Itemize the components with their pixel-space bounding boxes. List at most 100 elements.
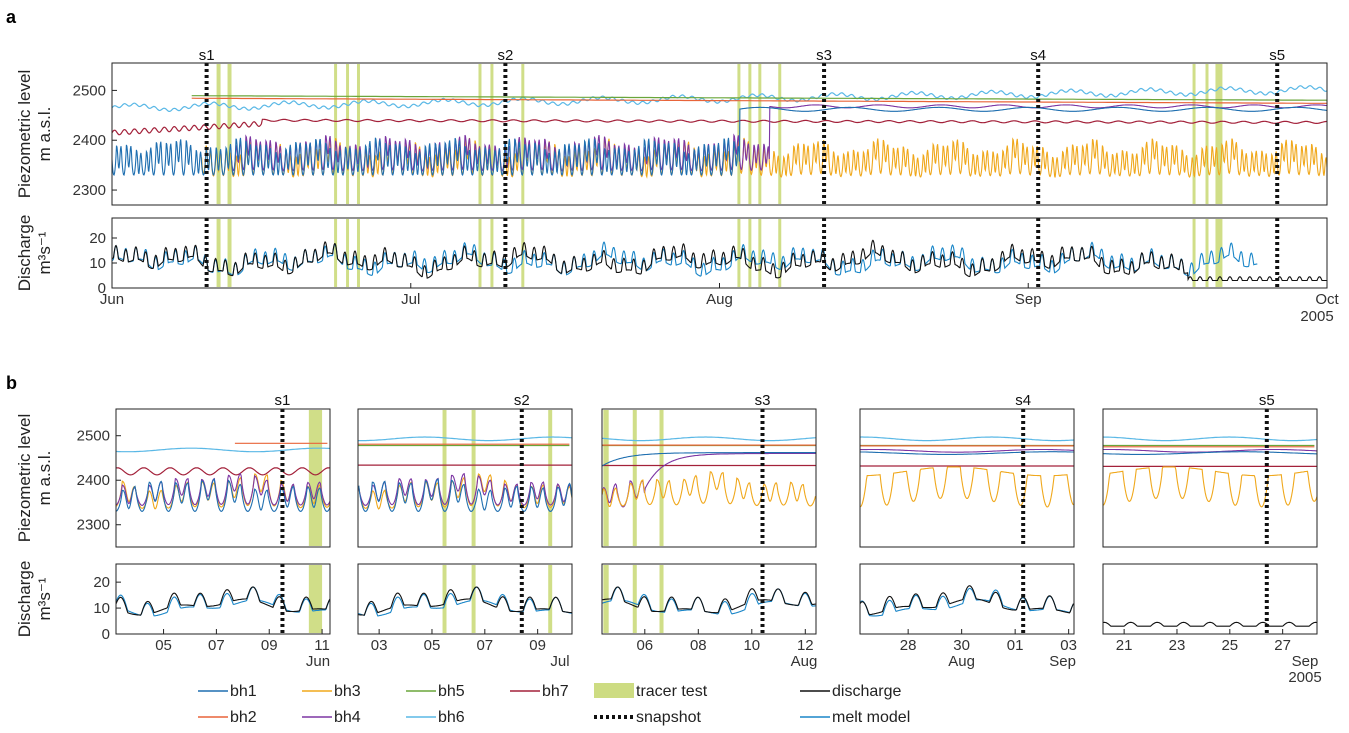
series-bh3: [602, 471, 816, 508]
a-piezo-tracer-band: [346, 64, 350, 204]
series-bh4: [358, 472, 572, 506]
a-snapshot-label: s1: [199, 47, 215, 64]
legend-item-bh1: bh1: [198, 683, 257, 700]
series-melt-model: [358, 586, 572, 617]
a-xtick-label: Sep: [1015, 291, 1042, 308]
a-piezo-tracer-band: [227, 64, 232, 204]
a-piezo-ylabel-line2: m a.s.l.: [35, 107, 54, 162]
a-piezo-tracer-band: [758, 64, 762, 204]
a-piezo-tracer-band: [478, 64, 482, 204]
a-discharge-tracer-band: [356, 219, 360, 287]
b3-discharge-tracer-band: [659, 565, 664, 633]
b2-piezo-series: [358, 436, 572, 513]
a-xtick-label: Jun: [100, 291, 124, 308]
b2-discharge-series: [358, 586, 572, 617]
b1-discharge-series: [116, 586, 330, 617]
a-discharge-tracer-band: [227, 219, 232, 287]
b3-discharge-frame: [601, 563, 817, 635]
series-bh3: [1103, 466, 1317, 508]
b3-xtick-label: 06: [636, 637, 653, 654]
a-piezo-tracer-band: [521, 64, 525, 204]
b4-xtick-label: 30: [953, 637, 970, 654]
legend-label-snapshot: snapshot: [636, 709, 701, 726]
legend-label-bh6: bh6: [438, 709, 465, 726]
legend-item-tracer: tracer test: [594, 683, 708, 700]
series-discharge: [112, 239, 1327, 282]
a-piezo-tracer-band: [778, 64, 782, 204]
b3-snapshot-label: s3: [755, 392, 771, 409]
a-discharge-tracer-band: [1215, 219, 1223, 287]
a-piezo-tracer-band: [334, 64, 338, 204]
a-discharge-ylabel: Discharge m³s⁻¹: [15, 215, 54, 292]
series-melt-model: [860, 587, 1074, 617]
a-discharge-tracer-band: [478, 219, 482, 287]
b2-discharge-tracer-band: [471, 565, 476, 633]
b1-month-label: Jun: [306, 653, 330, 670]
a-discharge-tracer-band: [758, 219, 762, 287]
legend-label-bh3: bh3: [334, 683, 361, 700]
b4-xtick-label: 03: [1060, 637, 1077, 654]
b3-xtick-label: 10: [743, 637, 760, 654]
b2-month-label: Jul: [550, 653, 569, 670]
legend-item-bh7: bh7: [510, 683, 569, 700]
legend-label-tracer: tracer test: [636, 683, 708, 700]
legend-item-snapshot: snapshot: [594, 709, 701, 726]
series-bh4: [230, 104, 1327, 172]
series-bh6: [112, 84, 1327, 112]
series-bh1: [358, 478, 572, 513]
legend-item-discharge: discharge: [800, 683, 901, 700]
legend-label-bh1: bh1: [230, 683, 257, 700]
a-discharge-tracer-band: [1205, 219, 1209, 287]
a-discharge-ytick-label: 20: [89, 230, 106, 247]
b1-discharge-frame: [115, 563, 331, 635]
b3-xtick-label: 08: [690, 637, 707, 654]
panel-b-label: b: [6, 373, 17, 393]
series-bh6: [116, 447, 330, 453]
a-year-label: 2005: [1300, 308, 1333, 325]
b5-piezo-series: [1103, 436, 1317, 508]
b3-piezo-tracer-band: [659, 410, 664, 546]
a-discharge-ytick-label: 10: [89, 255, 106, 272]
a-piezo-tracer-band: [737, 64, 741, 204]
series-bh3: [860, 466, 1074, 508]
series-bh6: [602, 436, 816, 442]
b1-piezo-ytick-label: 2500: [77, 428, 110, 445]
legend-label-bh2: bh2: [230, 709, 257, 726]
legend: bh1 bh2 bh3 bh4 bh5 bh6 bh7 tracer test snapshot…: [198, 683, 910, 726]
a-piezo-tracer-band: [356, 64, 360, 204]
series-bh4: [1103, 448, 1317, 453]
b2-discharge-tracer-band: [442, 565, 447, 633]
b1-piezo-tracer-band: [308, 410, 323, 546]
a-xtick-label: Oct: [1315, 291, 1339, 308]
b4-snapshot-label: s4: [1015, 392, 1031, 409]
series-discharge: [116, 586, 330, 616]
b-piezo-ylabel-line1: Piezometric level: [15, 414, 34, 543]
b1-discharge-ytick-label: 10: [93, 600, 110, 617]
a-piezo-tracer-band: [1215, 64, 1223, 204]
b5-discharge-series: [1103, 621, 1317, 627]
b1-snapshot-label: s1: [275, 392, 291, 409]
b4-piezo-series: [860, 436, 1074, 508]
series-bh6: [1103, 436, 1317, 442]
b3-piezo-frame: [601, 408, 817, 548]
b2-discharge-tracer-band: [548, 565, 553, 633]
b4-xtick-label: 01: [1007, 637, 1024, 654]
b3-xtick-label: 12: [797, 637, 814, 654]
a-piezo-tracer-band: [748, 64, 752, 204]
series-bh1: [602, 452, 816, 467]
panel-a: s1 s2 s3 s4 s5 2300 2400 2500 0 10 20 Jun Jul Aug Sep O…: [15, 47, 1339, 325]
b1-discharge-ytick-label: 0: [102, 626, 110, 643]
legend-item-bh3: bh3: [302, 683, 361, 700]
a-snapshot-label: s5: [1269, 47, 1285, 64]
b4-month-label: Sep: [1049, 653, 1076, 670]
a-discharge-tracer-band: [1192, 219, 1196, 287]
b-discharge-ylabel-line1: Discharge: [15, 561, 34, 638]
legend-item-bh4: bh4: [302, 709, 361, 726]
a-discharge-series: [112, 239, 1327, 282]
series-bh5: [191, 95, 1327, 101]
legend-swatch-tracer: [594, 683, 634, 698]
b1-xtick-label: 05: [155, 637, 172, 654]
